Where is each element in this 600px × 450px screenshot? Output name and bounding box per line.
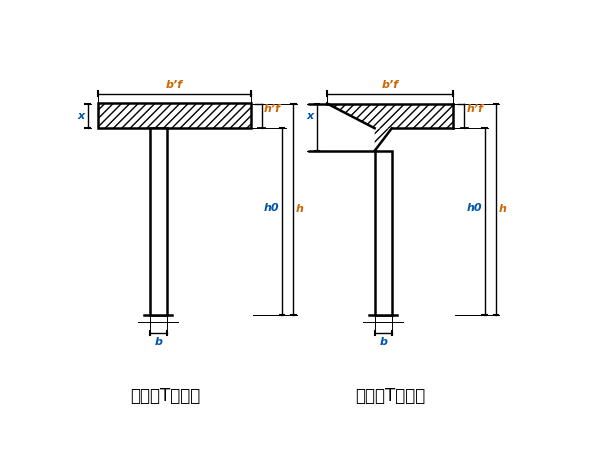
Polygon shape [327,104,453,128]
Text: b: b [154,337,162,347]
Text: x: x [77,111,85,121]
Text: b: b [379,337,387,347]
Text: h: h [499,204,506,214]
Bar [374,151,392,315]
Bar [97,104,251,128]
Text: h0: h0 [467,203,482,213]
Text: h0: h0 [264,203,280,213]
Text: h’f: h’f [264,104,281,114]
Text: b’f: b’f [166,81,182,90]
Polygon shape [374,128,392,151]
Text: 第二类T形截面: 第二类T形截面 [355,387,425,405]
Text: x: x [307,111,314,121]
Text: h: h [296,204,304,214]
Text: 第一类T形截面: 第一类T形截面 [130,387,200,405]
Bar [150,128,167,315]
Text: b’f: b’f [382,81,398,90]
Text: h’f: h’f [467,104,484,114]
